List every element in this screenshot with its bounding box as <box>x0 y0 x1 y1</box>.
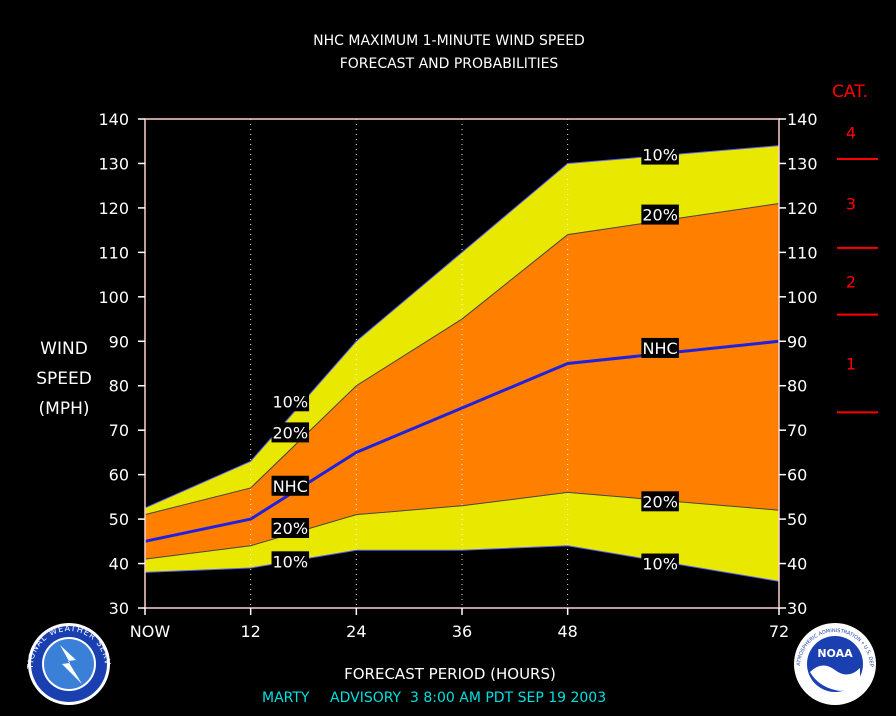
band-label-bg-4 <box>271 551 310 572</box>
lower-20-percent-edge <box>144 491 780 560</box>
y-tick-label-right-80: 80 <box>787 377 807 396</box>
band-label-bg-7 <box>641 337 679 358</box>
band-label-bg-8 <box>641 491 679 512</box>
band-label-6: 20% <box>642 206 678 225</box>
y-tick-label-left-60: 60 <box>109 466 129 485</box>
y-tick-label-right-120: 120 <box>787 199 818 218</box>
footer-storm-name: MARTY <box>262 690 310 706</box>
category-label-2: 2 <box>846 272 856 291</box>
y-tick-label-right-110: 110 <box>787 243 818 262</box>
x-tick-label-72: 72 <box>769 622 789 641</box>
x-tick-label-NOW: NOW <box>130 622 171 641</box>
svg-text:NATIONAL WEATHER SERVICE: NATIONAL WEATHER SERVICE <box>0 0 112 670</box>
y-tick-label-right-60: 60 <box>787 466 807 485</box>
band-label-7: NHC <box>643 339 678 358</box>
y-tick-label-left-70: 70 <box>109 421 129 440</box>
category-label-1: 1 <box>846 355 856 374</box>
y-tick-label-left-80: 80 <box>109 377 129 396</box>
chart-subtitle: FORECAST AND PROBABILITIES <box>340 56 559 72</box>
x-axis-label: FORECAST PERIOD (HOURS) <box>344 665 556 683</box>
y-tick-label-right-40: 40 <box>787 555 807 574</box>
x-tick-label-24: 24 <box>346 622 366 641</box>
nhc-forecast-line <box>144 339 780 543</box>
y-axis-label-line-2: SPEED <box>36 369 92 389</box>
y-tick-label-left-100: 100 <box>98 288 129 307</box>
y-tick-label-right-30: 30 <box>787 599 807 618</box>
x-tick-label-48: 48 <box>557 622 577 641</box>
footer-advisory: ADVISORY 3 8:00 AM PDT SEP 19 2003 <box>330 690 606 706</box>
band-label-bg-6 <box>641 204 679 225</box>
y-tick-label-right-130: 130 <box>787 154 818 173</box>
x-tick-label-36: 36 <box>452 622 472 641</box>
band-label-3: 20% <box>273 519 309 538</box>
chart-title: NHC MAXIMUM 1-MINUTE WIND SPEED <box>313 33 585 49</box>
noaa-logo-text: NOAA <box>817 647 853 660</box>
y-axis-label-line-3: (MPH) <box>39 399 90 419</box>
band-label-5: 10% <box>642 146 678 165</box>
lower-10-percent-edge <box>144 545 780 582</box>
inner-probability-band <box>145 203 779 560</box>
band-label-8: 20% <box>642 492 678 511</box>
x-tick-label-12: 12 <box>240 622 260 641</box>
category-title: CAT. <box>832 82 868 102</box>
lightning-bolt-icon <box>60 645 82 684</box>
band-label-bg-0 <box>271 391 310 412</box>
band-label-9: 10% <box>642 555 678 574</box>
y-tick-label-left-40: 40 <box>109 555 129 574</box>
y-tick-label-right-100: 100 <box>787 288 818 307</box>
y-tick-label-right-50: 50 <box>787 510 807 529</box>
y-tick-label-left-90: 90 <box>109 332 129 351</box>
y-tick-label-left-110: 110 <box>98 243 129 262</box>
band-label-bg-3 <box>271 517 310 538</box>
y-tick-label-left-30: 30 <box>109 599 129 618</box>
y-axis-label-line-1: WIND <box>40 339 88 359</box>
band-label-0: 10% <box>273 392 309 411</box>
y-tick-label-right-140: 140 <box>787 110 818 129</box>
upper-20-percent-edge <box>144 202 780 516</box>
band-label-4: 10% <box>273 552 309 571</box>
band-label-bg-5 <box>641 144 679 165</box>
band-label-2: NHC <box>273 477 308 496</box>
category-label-4: 4 <box>846 123 856 142</box>
upper-10-percent-edge <box>144 145 780 509</box>
category-label-3: 3 <box>846 194 856 213</box>
band-label-1: 20% <box>273 423 309 442</box>
y-tick-label-left-130: 130 <box>98 154 129 173</box>
y-tick-label-left-120: 120 <box>98 199 129 218</box>
y-tick-label-left-50: 50 <box>109 510 129 529</box>
y-tick-label-left-140: 140 <box>98 110 129 129</box>
y-tick-label-right-70: 70 <box>787 421 807 440</box>
band-label-bg-1 <box>271 422 310 443</box>
band-label-bg-2 <box>271 475 310 496</box>
band-label-bg-9 <box>641 553 679 574</box>
y-tick-label-right-90: 90 <box>787 332 807 351</box>
